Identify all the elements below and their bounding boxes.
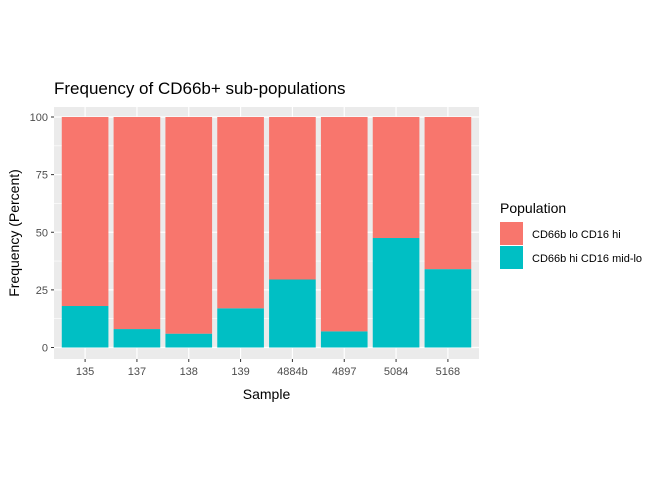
bar-segment [61,117,109,307]
x-axis-title: Sample [243,386,291,402]
y-tick-label: 100 [30,112,48,124]
bar-segment [269,117,316,280]
x-tick-label: 5084 [384,366,408,378]
bar-segment [113,117,161,330]
y-axis: 0 25 50 75 100 [30,112,54,355]
x-tick-label: 4884b [277,366,308,378]
bar-segment [269,279,316,348]
bar-segment [320,117,368,332]
bar-segment [165,117,213,334]
x-axis: 135 137 138 139 4884b 4897 5084 5168 [76,359,460,378]
bar-segment [372,117,420,239]
y-tick-label: 50 [36,227,48,239]
legend-swatch [500,246,523,269]
bar-segment [61,306,109,348]
bar-segment [424,117,472,270]
bar-segment [320,331,368,348]
bar-segment [424,269,472,348]
legend-title: Population [500,200,566,216]
x-tick-label: 139 [231,366,249,378]
y-axis-title: Frequency (Percent) [6,169,22,297]
legend: Population CD66b lo CD16 hi CD66b hi CD16… [500,200,642,269]
y-tick-label: 75 [36,170,48,182]
bar-segment [165,333,213,348]
chart-title: Frequency of CD66b+ sub-populations [54,79,346,98]
x-tick-label: 135 [76,366,94,378]
bars [61,117,472,348]
bar-segment [217,117,264,309]
legend-label: CD66b lo CD16 hi [532,229,621,241]
bar-segment [217,308,264,348]
bar-segment [113,329,161,348]
y-tick-label: 25 [36,285,48,297]
x-tick-label: 137 [128,366,146,378]
x-tick-label: 4897 [332,366,356,378]
x-tick-label: 138 [180,366,198,378]
x-tick-label: 5168 [436,366,460,378]
y-tick-label: 0 [42,343,48,355]
bar-segment [372,238,420,348]
legend-swatch [500,222,523,245]
legend-label: CD66b hi CD16 mid-lo [532,253,642,265]
